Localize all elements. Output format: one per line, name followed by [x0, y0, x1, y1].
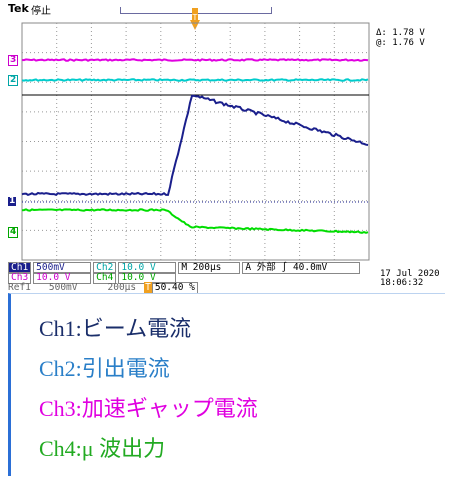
channel-2-marker[interactable]: 2 [8, 75, 18, 86]
legend-ch1: Ch1:ビーム電流 [39, 316, 191, 342]
legend-ch4: Ch4:μ 波出力 [39, 436, 165, 462]
ch4-trace [22, 209, 368, 233]
time-text: 18:06:32 [380, 279, 440, 288]
trigger-marker-label: T [192, 13, 198, 22]
channel-3-marker[interactable]: 3 [8, 55, 18, 66]
cursor-readout: Δ: 1.78 V @: 1.76 V [376, 28, 425, 48]
ref-time: 200µs [108, 282, 137, 293]
ch2-trace [22, 79, 368, 80]
ref-scale: 500mV [49, 282, 78, 293]
ch3-trace [22, 59, 368, 60]
cursor-at: @: 1.76 V [376, 38, 425, 48]
legend-ch2: Ch2:引出電流 [39, 356, 170, 382]
legend-ch3: Ch3:加速ギャップ電流 [39, 396, 258, 422]
graticule-gridlines [22, 23, 369, 260]
ref-label: Ref1 [8, 282, 31, 293]
ch1-trace [22, 96, 368, 195]
horizontal-position-icon: T [144, 282, 152, 293]
timebase-readout: M 200µs [178, 262, 240, 274]
cursor-delta: Δ: 1.78 V [376, 28, 425, 38]
channel-legend: Ch1:ビーム電流 Ch2:引出電流 Ch3:加速ギャップ電流 Ch4:μ 波出… [8, 293, 445, 476]
channel-1-marker[interactable]: 1 [8, 197, 16, 206]
datetime-readout: 17 Jul 2020 18:06:32 [380, 270, 440, 288]
channel-4-marker[interactable]: 4 [8, 227, 18, 238]
trigger-readout: A 外部 ∫ 40.0mV [242, 262, 360, 274]
trigger-position-icon: T [190, 8, 200, 30]
